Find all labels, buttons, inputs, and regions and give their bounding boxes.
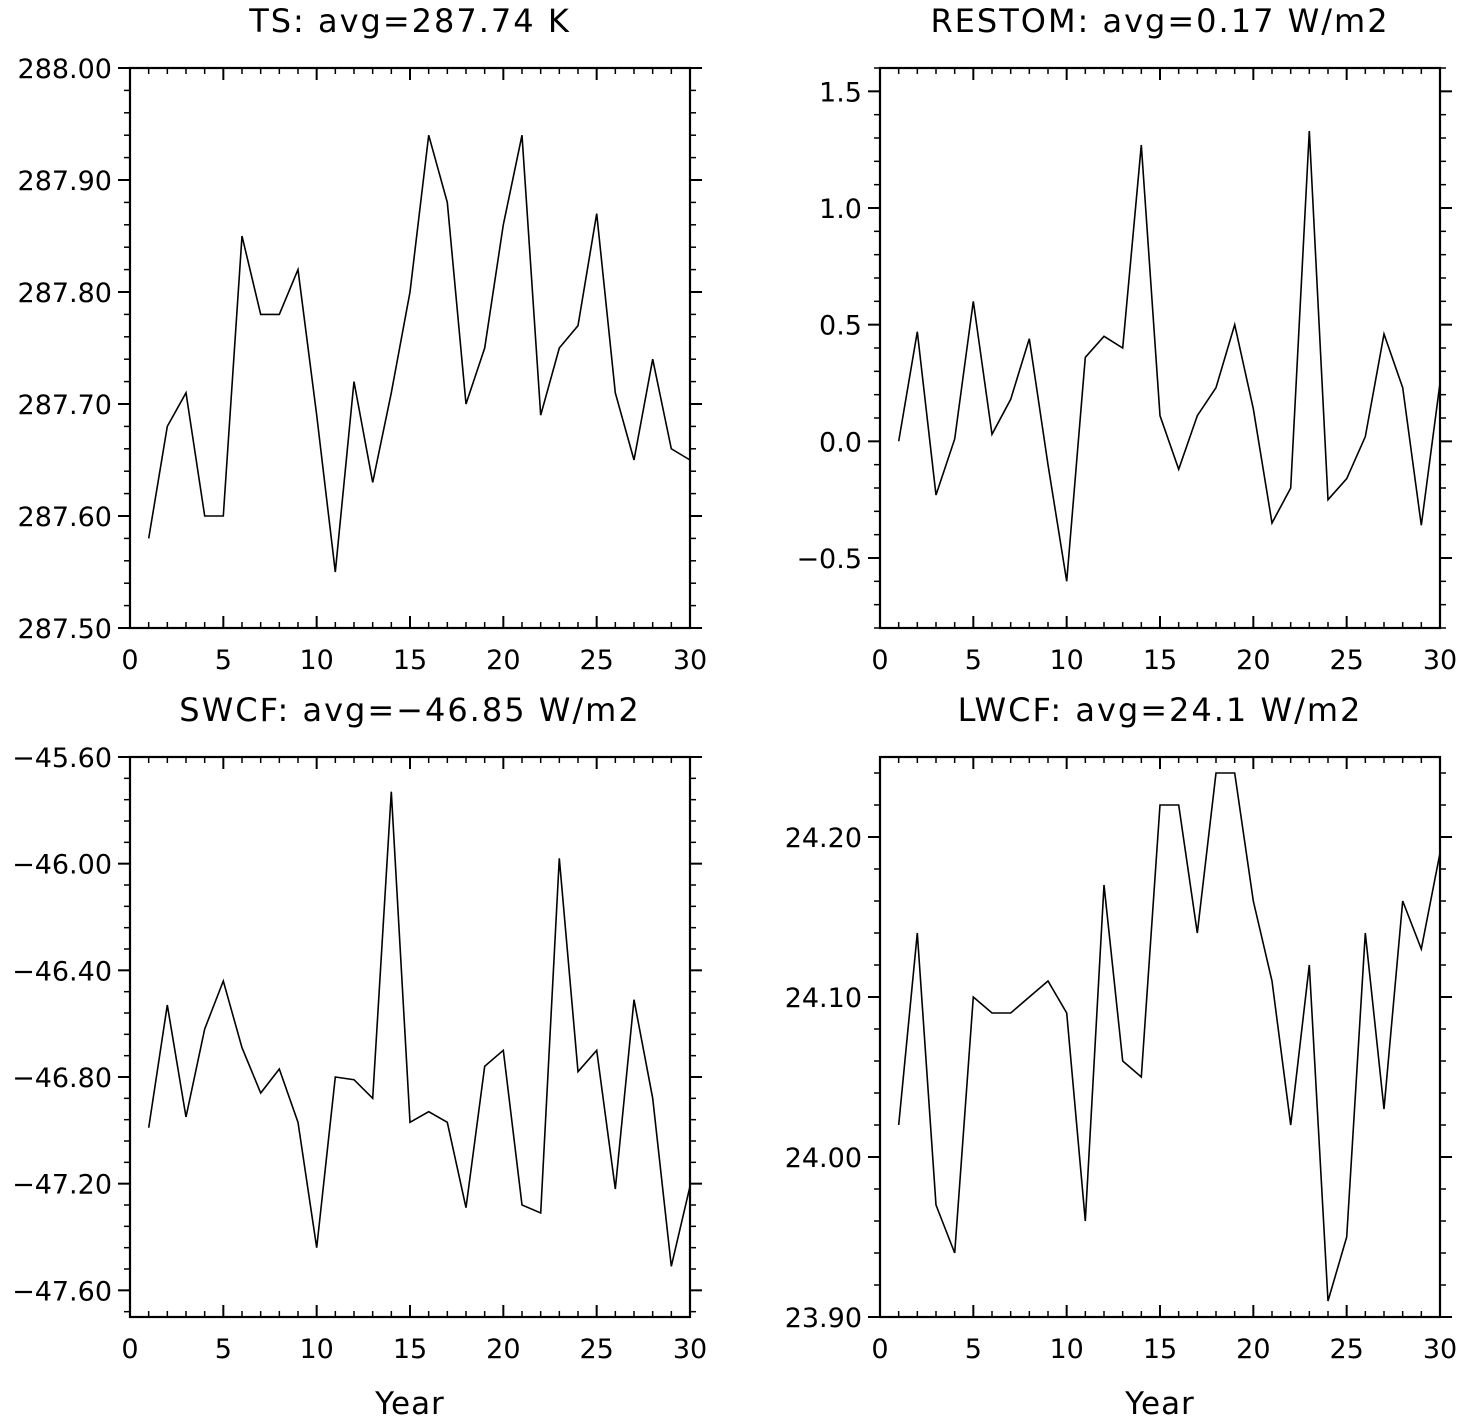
y-tick-label: −47.60 bbox=[12, 1276, 112, 1307]
y-tick-label: 287.50 bbox=[18, 614, 112, 645]
y-tick-label: 287.70 bbox=[18, 390, 112, 421]
x-tick-label: 15 bbox=[1143, 645, 1177, 676]
x-tick-label: 30 bbox=[673, 1334, 707, 1365]
x-tick-label: 10 bbox=[299, 1334, 333, 1365]
chart-title: LWCF: avg=24.1 W/m2 bbox=[958, 691, 1363, 729]
y-tick-label: −47.20 bbox=[12, 1170, 112, 1201]
x-tick-label: 5 bbox=[965, 645, 982, 676]
chart-title: RESTOM: avg=0.17 W/m2 bbox=[930, 2, 1389, 40]
x-tick-label: 25 bbox=[579, 645, 613, 676]
y-tick-label: 288.00 bbox=[18, 54, 112, 85]
chart-title: TS: avg=287.74 K bbox=[248, 2, 571, 40]
chart-title: SWCF: avg=−46.85 W/m2 bbox=[179, 691, 640, 729]
y-tick-label: −46.00 bbox=[12, 850, 112, 881]
y-tick-label: −0.5 bbox=[796, 544, 862, 575]
x-tick-label: 0 bbox=[121, 1334, 138, 1365]
x-tick-label: 5 bbox=[965, 1334, 982, 1365]
plot-frame bbox=[878, 755, 1442, 1319]
plot-frame bbox=[878, 66, 1442, 630]
y-tick-label: 0.5 bbox=[819, 311, 862, 342]
x-tick-label: 0 bbox=[121, 645, 138, 676]
y-tick-label: 24.00 bbox=[785, 1143, 862, 1174]
x-tick-label: 25 bbox=[579, 1334, 613, 1365]
x-tick-label: 20 bbox=[1236, 1334, 1270, 1365]
y-tick-label: 24.10 bbox=[785, 983, 862, 1014]
x-tick-label: 20 bbox=[486, 1334, 520, 1365]
series-line-1 bbox=[147, 134, 691, 573]
x-tick-label: 0 bbox=[871, 645, 888, 676]
y-tick-label: 287.60 bbox=[18, 502, 112, 533]
y-tick-label: −46.40 bbox=[12, 956, 112, 987]
y-tick-label: 287.90 bbox=[18, 166, 112, 197]
x-tick-label: 10 bbox=[299, 645, 333, 676]
x-tick-label: 10 bbox=[1049, 645, 1083, 676]
plot-frame bbox=[128, 66, 692, 630]
series-line-1 bbox=[897, 130, 1441, 582]
x-tick-label: 10 bbox=[1049, 1334, 1083, 1365]
series-line-1 bbox=[147, 791, 691, 1267]
x-axis-label: Year bbox=[1124, 1386, 1195, 1416]
x-tick-label: 25 bbox=[1329, 1334, 1363, 1365]
x-tick-label: 30 bbox=[1423, 1334, 1457, 1365]
x-tick-label: 15 bbox=[1143, 1334, 1177, 1365]
x-axis-label: Year bbox=[374, 1386, 445, 1416]
chart-panel-3: SWCF: avg=−46.85 W/m2 0 5 10 15 20 25 30 −45.60 −… bbox=[12, 691, 707, 1416]
y-tick-label: −46.80 bbox=[12, 1063, 112, 1094]
x-tick-label: 15 bbox=[393, 645, 427, 676]
x-tick-label: 20 bbox=[486, 645, 520, 676]
x-tick-label: 25 bbox=[1329, 645, 1363, 676]
x-tick-label: 30 bbox=[673, 645, 707, 676]
chart-panel-2: RESTOM: avg=0.17 W/m2 0 5 10 15 20 25 30 −0.5 0.0… bbox=[796, 2, 1457, 676]
y-tick-label: 24.20 bbox=[785, 823, 862, 854]
x-tick-label: 5 bbox=[215, 645, 232, 676]
x-tick-label: 30 bbox=[1423, 645, 1457, 676]
y-tick-label: −45.60 bbox=[12, 743, 112, 774]
y-tick-label: 23.90 bbox=[785, 1303, 862, 1334]
chart-panel-4: LWCF: avg=24.1 W/m2 0 5 10 15 20 25 30 23.90 24.0… bbox=[785, 691, 1457, 1416]
x-tick-label: 5 bbox=[215, 1334, 232, 1365]
x-tick-label: 20 bbox=[1236, 645, 1270, 676]
y-tick-label: 0.0 bbox=[819, 427, 862, 458]
y-tick-label: 1.5 bbox=[819, 77, 862, 108]
series-line-1 bbox=[897, 772, 1441, 1302]
x-tick-label: 0 bbox=[871, 1334, 888, 1365]
chart-panel-1: TS: avg=287.74 K 0 5 10 15 20 25 30 287.50 287.60… bbox=[18, 2, 708, 676]
y-tick-label: 287.80 bbox=[18, 278, 112, 309]
y-tick-label: 1.0 bbox=[819, 194, 862, 225]
plot-frame bbox=[128, 755, 692, 1319]
x-tick-label: 15 bbox=[393, 1334, 427, 1365]
